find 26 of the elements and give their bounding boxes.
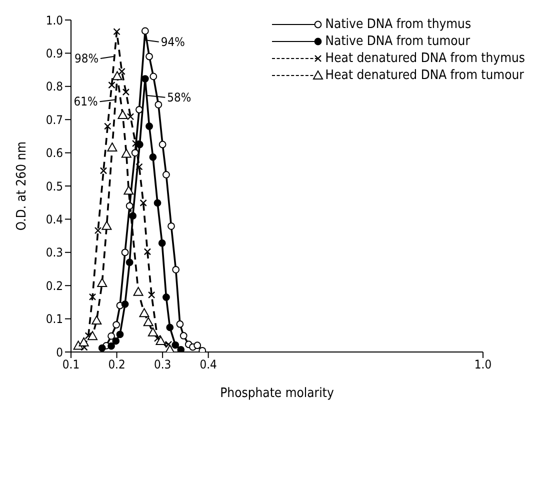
x-axis-title: Phosphate molarity — [220, 386, 334, 401]
y-tick-label: 1.0 — [46, 13, 64, 28]
y-tick-label: 0.5 — [46, 179, 63, 194]
legend-label: Native DNA from thymus — [325, 16, 472, 33]
y-tick-label: 0.9 — [46, 46, 64, 60]
y-tick-label: 0 — [56, 345, 64, 360]
x-tick-label: 0.4 — [200, 358, 218, 372]
y-axis-title: O.D. at 260 nm — [14, 141, 30, 231]
x-tick-label: 0.1 — [62, 358, 80, 372]
y-tick-label: 0.2 — [46, 278, 63, 293]
x-tick-label: 1.0 — [474, 358, 492, 372]
legend-label: Native DNA from tumour — [325, 33, 470, 50]
x-tick-label: 0.3 — [154, 358, 172, 372]
y-tick-label: 0.6 — [46, 146, 64, 160]
legend-label: Heat denatured DNA from tumour — [325, 67, 524, 84]
y-tick-label: 0.3 — [46, 246, 63, 260]
y-tick-label: 0.8 — [46, 80, 64, 94]
y-tick-label: 0.4 — [46, 212, 64, 226]
annotation: 94% — [160, 34, 185, 49]
y-tick-label: 0.7 — [46, 112, 63, 127]
annotation: 98% — [74, 52, 98, 66]
annotation: 58% — [167, 90, 192, 104]
legend-label: Heat denatured DNA from thymus — [325, 50, 525, 67]
annotation: 61% — [74, 94, 98, 109]
y-tick-label: 0.1 — [46, 312, 63, 326]
x-tick-label: 0.2 — [108, 358, 126, 372]
